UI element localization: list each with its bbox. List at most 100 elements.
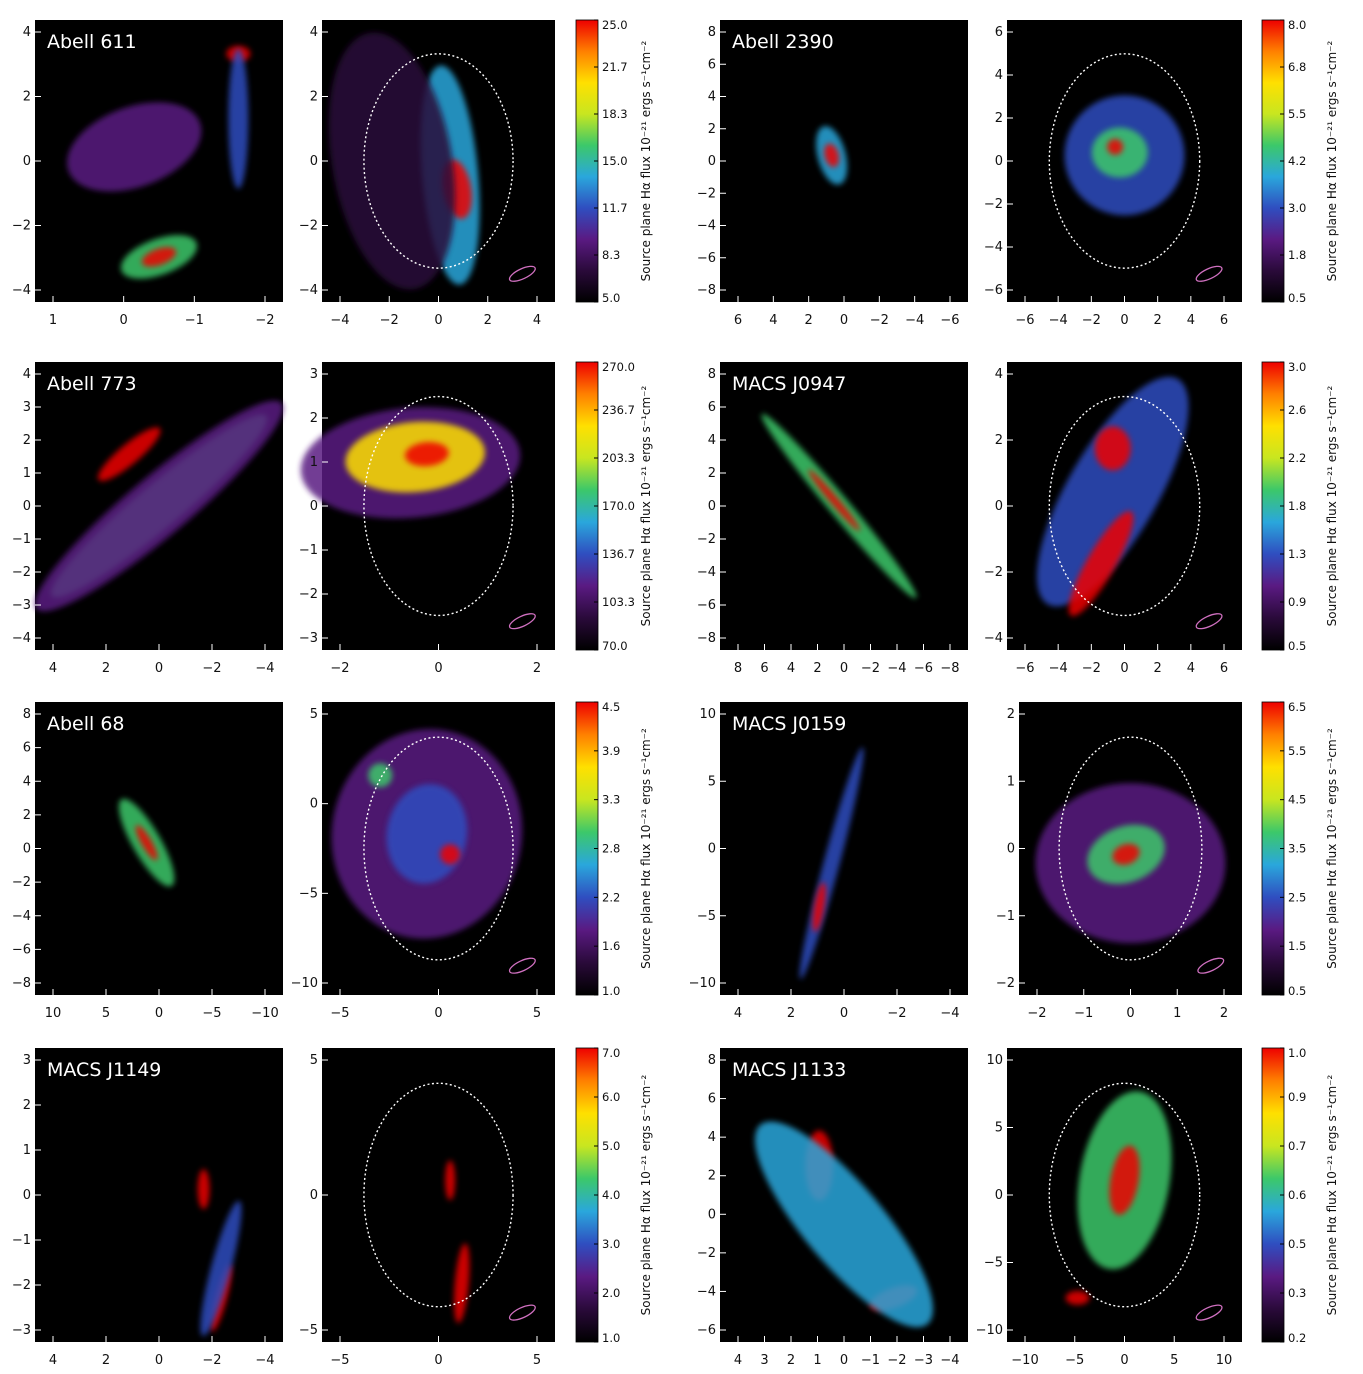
image-y-tick-label: 4 [23, 367, 31, 382]
source-y-tick-label: 0 [995, 1188, 1003, 1203]
image-y-tick-label: −2 [12, 219, 31, 234]
source-x-tick-label: −2 [330, 661, 349, 676]
image-y-tick-label: 6 [708, 1092, 716, 1107]
colorbar-tick-label: 3.0 [602, 1237, 620, 1251]
colorbar-tick-label: 8.0 [1288, 18, 1306, 32]
source-y-tick-label: 0 [310, 154, 318, 169]
image-y-tick-label: 0 [23, 842, 31, 857]
source-y-tick-label: 6 [995, 25, 1003, 40]
source-y-tick-label: −4 [984, 631, 1003, 646]
image-x-tick-label: 2 [102, 661, 110, 676]
source-x-tick-label: −6 [1015, 313, 1034, 328]
source-x-tick-label: 2 [1154, 661, 1162, 676]
colorbar-title: Source plane Hα flux 10⁻²¹ ergs s⁻¹cm⁻² [639, 1075, 653, 1316]
image-y-tick-label: 6 [708, 57, 716, 72]
image-x-tick-label: 4 [769, 313, 777, 328]
source-y-tick-label: −10 [291, 976, 318, 991]
source-x-tick-label: 5 [1170, 1353, 1178, 1368]
image-x-tick-label: −6 [914, 661, 933, 676]
image-y-tick-label: 8 [708, 1053, 716, 1068]
colorbar-tick-label: 8.3 [602, 248, 620, 262]
image-y-tick-label: −1 [12, 1233, 31, 1248]
image-x-tick-label: 6 [760, 661, 768, 676]
image-x-tick-label: 2 [813, 661, 821, 676]
image-x-tick-label: −2 [202, 1353, 221, 1368]
source-y-tick-label: 0 [995, 154, 1003, 169]
colorbar-tick-label: 270.0 [602, 360, 635, 374]
colorbar-tick-label: 3.9 [602, 744, 620, 758]
image-x-tick-label: 4 [734, 1353, 742, 1368]
colorbar-tick-label: 136.7 [602, 547, 635, 561]
image-x-tick-label: 1 [813, 1353, 821, 1368]
colorbar-tick-label: 1.0 [1288, 1046, 1306, 1060]
critical-contour [1058, 736, 1203, 961]
colorbar-tick-label: 70.0 [602, 639, 628, 653]
colorbar-tick-label: 6.0 [602, 1090, 620, 1104]
image-y-tick-label: −2 [12, 565, 31, 580]
source-x-tick-label: 2 [1220, 1006, 1228, 1021]
image-y-tick-label: −4 [12, 283, 31, 298]
psf-ellipse [1195, 1304, 1223, 1321]
source-y-tick-label: −2 [984, 565, 1003, 580]
source-y-tick-label: −4 [299, 283, 318, 298]
colorbar-tick-label: 4.2 [1288, 154, 1306, 168]
source-x-tick-label: −2 [380, 313, 399, 328]
image-y-tick-label: −8 [697, 631, 716, 646]
image-x-tick-label: −2 [861, 661, 880, 676]
image-x-tick-label: −3 [914, 1353, 933, 1368]
source-y-tick-label: 0 [310, 1188, 318, 1203]
image-y-tick-label: 1 [23, 1143, 31, 1158]
psf-ellipse [508, 957, 536, 974]
image-y-tick-label: 5 [708, 774, 716, 789]
source-y-tick-label: −2 [984, 197, 1003, 212]
source-x-tick-label: 0 [434, 313, 442, 328]
source-x-tick-label: 10 [1216, 1353, 1233, 1368]
colorbar-tick-label: 15.0 [602, 154, 628, 168]
colorbar-tick-label: 1.0 [602, 984, 620, 998]
image-y-tick-label: 2 [23, 433, 31, 448]
colorbar-tick-label: 0.5 [1288, 1237, 1306, 1251]
colorbar-tick-label: 1.6 [602, 939, 620, 953]
source-x-tick-label: 4 [1187, 313, 1195, 328]
image-y-tick-label: 0 [23, 154, 31, 169]
image-x-tick-label: 10 [45, 1006, 62, 1021]
colorbar-tick-label: 6.5 [1288, 700, 1306, 714]
source-x-tick-label: −4 [1049, 661, 1068, 676]
source-y-tick-label: 2 [995, 433, 1003, 448]
critical-contour [363, 53, 514, 269]
colorbar-tick-label: 0.9 [1288, 1090, 1306, 1104]
image-y-tick-label: 0 [708, 499, 716, 514]
colorbar-tick-label: 4.0 [602, 1188, 620, 1202]
image-x-tick-label: 0 [840, 1006, 848, 1021]
source-y-tick-label: −10 [976, 1323, 1003, 1338]
source-x-tick-label: −5 [330, 1353, 349, 1368]
source-y-tick-label: −2 [299, 587, 318, 602]
panel-6: MACS J1149 3 2 1 0 −1 −2 −3 4 2 0 −2 −4 5 0 −5 −5 0 5 7.0 6.… [12, 1046, 653, 1368]
image-x-tick-label: 0 [155, 1353, 163, 1368]
colorbar-title: Source plane Hα flux 10⁻²¹ ergs s⁻¹cm⁻² [639, 41, 653, 282]
image-x-tick-label: −1 [861, 1353, 880, 1368]
source-x-tick-label: −2 [1027, 1006, 1046, 1021]
image-x-tick-label: 2 [787, 1006, 795, 1021]
colorbar-tick-label: 103.3 [602, 595, 635, 609]
psf-ellipse [508, 1304, 536, 1321]
image-x-tick-label: 5 [102, 1006, 110, 1021]
colorbar-tick-label: 3.3 [602, 793, 620, 807]
source-x-tick-label: −10 [1011, 1353, 1038, 1368]
colorbar-tick-label: 4.5 [602, 700, 620, 714]
source-y-tick-label: −2 [299, 219, 318, 234]
source-y-tick-label: −2 [996, 976, 1015, 991]
image-y-tick-label: 2 [23, 808, 31, 823]
source-x-tick-label: −6 [1015, 661, 1034, 676]
image-y-tick-label: −4 [697, 1284, 716, 1299]
image-y-tick-label: 2 [708, 1169, 716, 1184]
colorbar-tick-label: 21.7 [602, 60, 628, 74]
source-y-tick-label: 2 [995, 111, 1003, 126]
source-x-tick-label: 0 [1120, 661, 1128, 676]
source-x-tick-label: 4 [533, 313, 541, 328]
image-x-tick-label: 0 [155, 1006, 163, 1021]
colorbar-tick-label: 5.0 [602, 291, 620, 305]
source-x-tick-label: −5 [1065, 1353, 1084, 1368]
image-x-tick-label: 1 [49, 313, 57, 328]
